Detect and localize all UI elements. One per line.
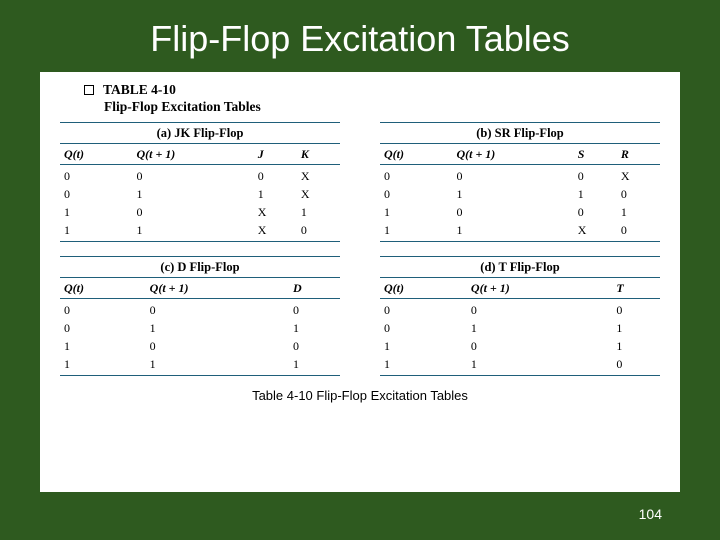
panel-b-table: Q(t) Q(t + 1) S R 000X 0110 1001 11X0 (380, 143, 660, 242)
th: R (617, 143, 660, 164)
th: Q(t) (60, 143, 132, 164)
th: Q(t + 1) (452, 143, 573, 164)
th: Q(t) (60, 277, 146, 298)
panel-b-title: (b) SR Flip-Flop (380, 122, 660, 143)
th: Q(t) (380, 143, 452, 164)
page-number: 104 (639, 506, 662, 522)
panel-d-title: (d) T Flip-Flop (380, 256, 660, 277)
panel-a-title: (a) JK Flip-Flop (60, 122, 340, 143)
panel-a: (a) JK Flip-Flop Q(t) Q(t + 1) J K 000X … (60, 122, 340, 242)
th: Q(t + 1) (467, 277, 612, 298)
panel-a-table: Q(t) Q(t + 1) J K 000X 011X 10X1 11X0 (60, 143, 340, 242)
table-image-box: TABLE 4-10 Flip-Flop Excitation Tables (… (40, 72, 680, 492)
panel-d: (d) T Flip-Flop Q(t) Q(t + 1) T 000 011 … (380, 256, 660, 376)
table-caption: Table 4-10 Flip-Flop Excitation Tables (60, 388, 660, 403)
th: Q(t + 1) (146, 277, 289, 298)
panel-c: (c) D Flip-Flop Q(t) Q(t + 1) D 000 011 … (60, 256, 340, 376)
table-subtitle: Flip-Flop Excitation Tables (104, 99, 261, 114)
th: K (297, 143, 340, 164)
th: D (289, 277, 340, 298)
panel-c-table: Q(t) Q(t + 1) D 000 011 100 111 (60, 277, 340, 376)
panel-c-title: (c) D Flip-Flop (60, 256, 340, 277)
th: Q(t) (380, 277, 467, 298)
panels-row-2: (c) D Flip-Flop Q(t) Q(t + 1) D 000 011 … (60, 256, 660, 384)
th: T (612, 277, 660, 298)
panel-b: (b) SR Flip-Flop Q(t) Q(t + 1) S R 000X … (380, 122, 660, 242)
th: J (254, 143, 297, 164)
th: Q(t + 1) (132, 143, 253, 164)
th: S (574, 143, 617, 164)
table-label: TABLE 4-10 Flip-Flop Excitation Tables (60, 82, 660, 116)
table-number: TABLE 4-10 (103, 82, 176, 97)
slide-title: Flip-Flop Excitation Tables (0, 0, 720, 72)
panel-d-table: Q(t) Q(t + 1) T 000 011 101 110 (380, 277, 660, 376)
bullet-box-icon (84, 85, 94, 95)
panels-row-1: (a) JK Flip-Flop Q(t) Q(t + 1) J K 000X … (60, 122, 660, 250)
